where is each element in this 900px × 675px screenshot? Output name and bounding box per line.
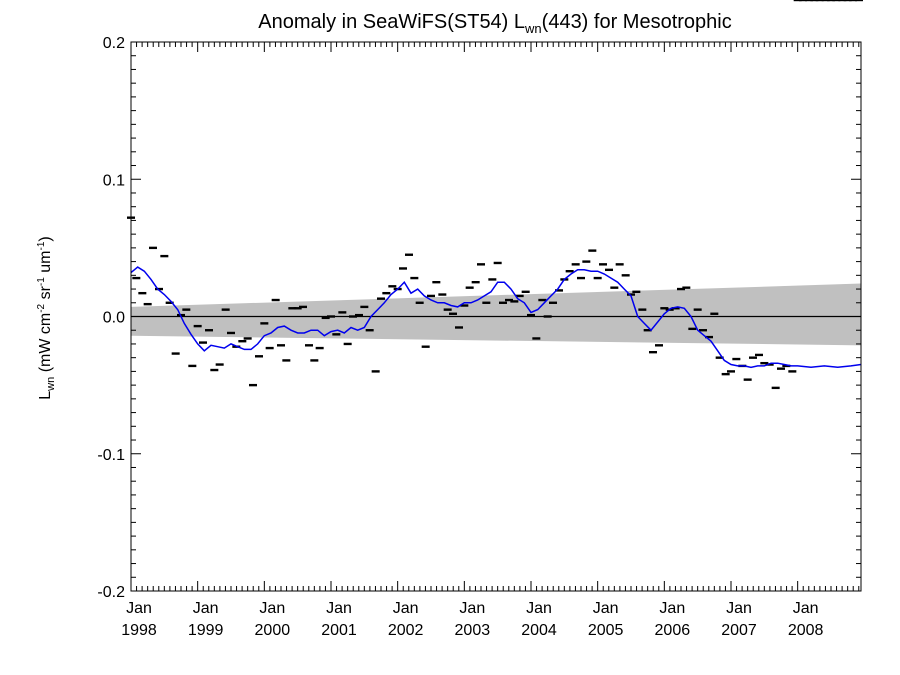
y-label-units-c: um [37,251,54,278]
y-label-l: L [37,391,54,400]
x-tick-month: Jan [126,600,152,617]
y-axis-label: Lwn (mW cm-2 sr-1 um-1) [36,236,57,399]
x-tick-year: 2002 [388,622,424,639]
y-tick-labels: 0.2 0.1 0.0 -0.1 -0.2 [97,35,125,601]
x-tick-month: Jan [393,600,419,617]
running-mean-layer [130,266,862,369]
x-tick-year: 1998 [121,622,157,639]
points-layer [127,0,863,390]
x-tick-year: 1999 [188,622,224,639]
chart-title-prefix: Anomaly in SeaWiFS(ST54) L [258,11,525,33]
chart-title-sub: wn [524,21,542,36]
plot-band-layer [131,283,861,346]
x-tick-year: 2008 [788,622,824,639]
y-label-exp-b: -1 [36,277,47,286]
x-tick-month: Jan [593,600,619,617]
y-label-wn: wn [45,377,57,392]
x-tick-labels: Jan 1998 Jan 1999 Jan 2000 Jan 2001 Jan 2002 Jan 20… [121,600,823,639]
y-tick-label: 0.0 [103,310,125,327]
y-label-units-a: (mW cm [37,313,54,377]
x-tick-month: Jan [526,600,552,617]
chart-title: Anomaly in SeaWiFS(ST54) Lwn(443) for Me… [258,11,731,36]
x-tick-year: 2007 [721,622,757,639]
x-tick-month: Jan [659,600,685,617]
y-label-exp-c: -1 [36,241,47,250]
uncertainty-band [131,283,861,346]
x-tick-month: Jan [259,600,285,617]
y-tick-label: 0.2 [103,35,125,52]
x-tick-month: Jan [459,600,485,617]
x-tick-month: Jan [326,600,352,617]
running-mean-line [130,266,862,369]
y-label-close: ) [37,236,54,241]
x-tick-year: 2005 [588,622,624,639]
y-tick-label: 0.1 [103,172,125,189]
x-tick-year: 2006 [655,622,691,639]
x-tick-year: 2004 [521,622,557,639]
x-tick-month: Jan [793,600,819,617]
y-label-exp-a: -2 [36,303,47,312]
x-tick-month: Jan [726,600,752,617]
axes-layer [130,41,862,592]
x-tick-year: 2003 [455,622,491,639]
x-tick-year: 2001 [321,622,357,639]
x-tick-year: 2000 [255,622,291,639]
y-tick-label: -0.2 [97,584,125,601]
y-tick-label: -0.1 [97,447,125,464]
x-tick-month: Jan [193,600,219,617]
y-label-units-b: sr [37,285,54,303]
chart-title-suffix: (443) for Mesotrophic [542,11,732,33]
